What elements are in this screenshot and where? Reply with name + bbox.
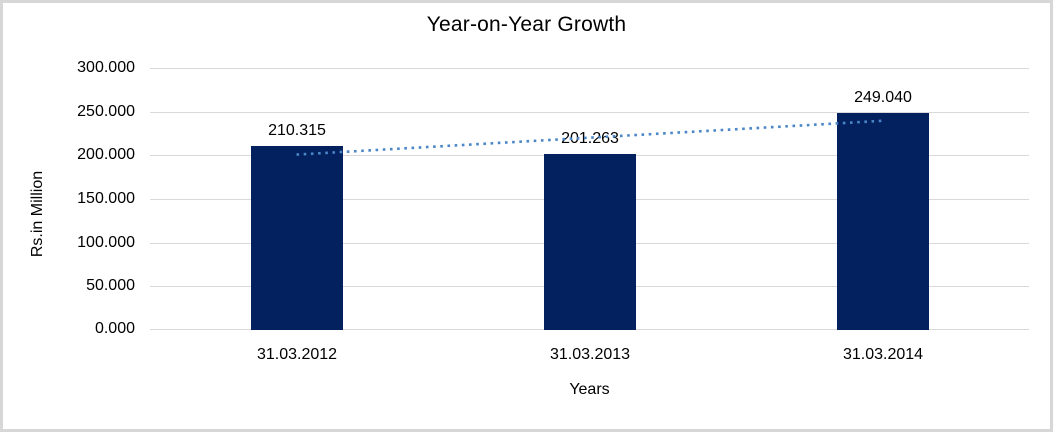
bar-31.03.2014 — [837, 113, 929, 330]
gridline — [150, 112, 1029, 113]
x-tick-label: 31.03.2012 — [256, 346, 338, 363]
trendline — [296, 119, 883, 156]
chart-title: Year-on-Year Growth — [426, 13, 627, 36]
x-tick-label: 31.03.2014 — [842, 346, 924, 363]
y-tick-label: 200.000 — [77, 146, 135, 163]
bar-value-label: 249.040 — [854, 89, 912, 106]
y-tick-label: 300.000 — [77, 59, 135, 76]
y-tick-label: 100.000 — [77, 234, 135, 251]
y-tick-label: 150.000 — [77, 190, 135, 207]
bar-value-label: 210.315 — [268, 122, 326, 139]
y-tick-label: 0.000 — [94, 320, 135, 337]
y-tick-label: 250.000 — [77, 103, 135, 120]
trendline-layer — [296, 119, 883, 156]
bar-31.03.2013 — [544, 154, 636, 330]
x-axis-title: Years — [569, 381, 610, 398]
x-tick-label: 31.03.2013 — [549, 346, 631, 363]
gridline — [150, 68, 1029, 69]
y-tick-label: 50.000 — [86, 277, 135, 294]
bar-value-label: 201.263 — [561, 130, 619, 147]
bar-31.03.2012 — [251, 146, 343, 330]
plot-area: 210.315 201.263 249.040 — [150, 68, 1029, 330]
